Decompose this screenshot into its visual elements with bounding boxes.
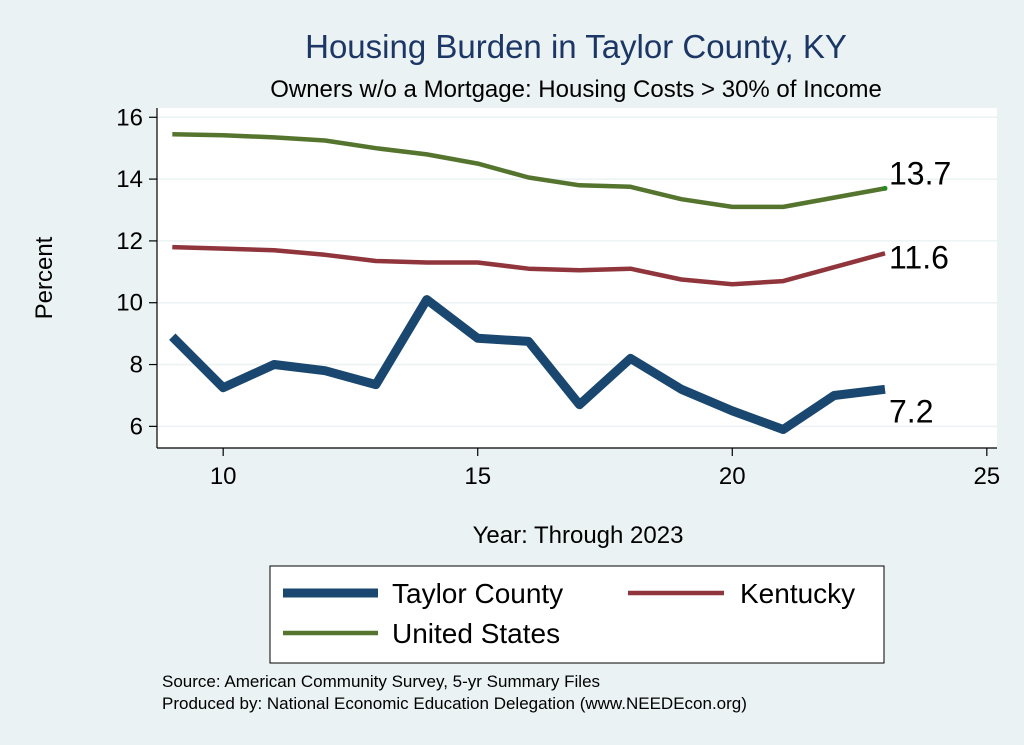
y-tick-label-14: 14	[116, 166, 143, 193]
chart-subtitle: Owners w/o a Mortgage: Housing Costs > 3…	[270, 76, 882, 103]
legend-label-taylor-county: Taylor County	[392, 578, 563, 609]
y-tick-label-8: 8	[130, 352, 143, 379]
end-marker-united-states	[882, 185, 888, 191]
end-label-united-states: 13.7	[889, 155, 951, 191]
series-lines	[169, 132, 888, 434]
legend-box	[269, 565, 885, 664]
x-axis-label: Year: Through 2023	[473, 522, 684, 549]
axes: 6 8 10 12 14 16 10 15 20 25	[116, 104, 1000, 490]
legend-label-united-states: United States	[392, 618, 560, 649]
end-label-kentucky: 11.6	[889, 239, 949, 275]
series-line-united-states	[172, 132, 886, 210]
source-note: Source: American Community Survey, 5-yr …	[162, 672, 600, 691]
y-tick-label-6: 6	[130, 413, 143, 440]
chart-title: Housing Burden in Taylor County, KY	[305, 28, 847, 65]
legend-label-kentucky: Kentucky	[740, 578, 855, 609]
series-line-taylor-county	[169, 295, 886, 434]
series-line-kentucky	[172, 244, 886, 287]
end-labels: 7.2 11.6 13.7	[889, 155, 951, 429]
produced-by-note: Produced by: National Economic Education…	[162, 694, 747, 713]
legend: Taylor County Kentucky United States	[269, 565, 885, 664]
x-tick-label-20: 20	[719, 463, 746, 490]
x-tick-label-25: 25	[973, 463, 1000, 490]
y-tick-label-10: 10	[116, 290, 143, 317]
y-axis-label: Percent	[31, 236, 58, 319]
y-tick-label-16: 16	[116, 104, 143, 131]
x-tick-label-10: 10	[210, 463, 237, 490]
end-label-taylor-county: 7.2	[889, 393, 933, 429]
x-tick-label-15: 15	[464, 463, 491, 490]
y-tick-label-12: 12	[116, 228, 143, 255]
